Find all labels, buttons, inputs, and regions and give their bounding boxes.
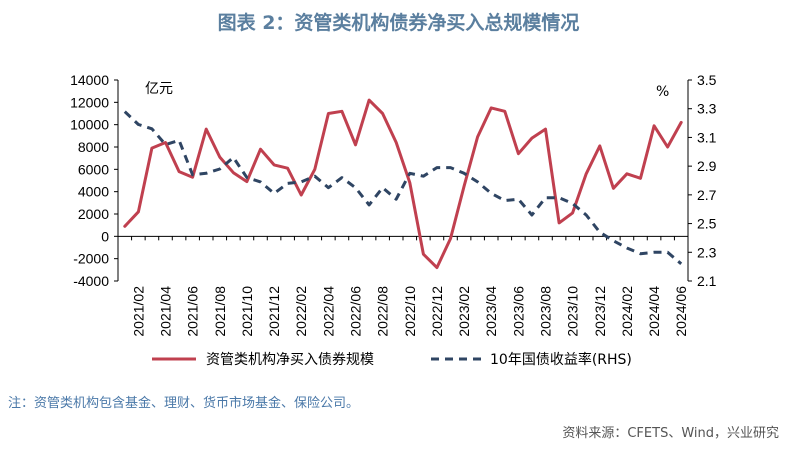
chart-title: 图表 2：资管类机构债券净买入总规模情况: [217, 12, 580, 34]
right-tick-label: 2.1: [697, 273, 717, 289]
right-tick-label: 3.5: [697, 72, 717, 88]
footnote: 注：资管类机构包含基金、理财、货币市场基金、保险公司。: [8, 396, 360, 411]
left-tick-label: 12000: [70, 94, 109, 110]
x-tick-label: 2023/08: [538, 286, 554, 337]
legend-label-yield: 10年国债收益率(RHS): [490, 351, 632, 368]
x-tick-label: 2021/02: [130, 286, 146, 337]
left-tick-label: 14000: [70, 72, 109, 88]
legend-label-net-buy: 资管类机构净买入债券规模: [206, 352, 374, 368]
source-note: 资料来源：CFETS、Wind，兴业研究: [562, 426, 779, 441]
series-line-10y-yield: [123, 110, 683, 265]
right-tick-label: 3.3: [697, 101, 717, 117]
x-tick-label: 2022/12: [429, 286, 445, 337]
left-tick-label: 8000: [78, 139, 109, 155]
x-tick-label: 2021/08: [212, 286, 228, 337]
left-tick-label: 0: [101, 228, 109, 244]
x-tick-label: 2021/10: [239, 286, 255, 337]
right-axis-unit: %: [656, 84, 669, 100]
x-tick-label: 2022/10: [402, 286, 418, 337]
x-tick-label: 2021/06: [185, 286, 201, 337]
x-tick-label: 2024/06: [673, 286, 689, 337]
right-tick-label: 3.1: [697, 129, 717, 145]
x-tick-label: 2024/04: [646, 286, 662, 337]
x-tick-label: 2023/06: [510, 286, 526, 337]
x-tick-label: 2021/04: [158, 286, 174, 337]
left-axis-unit: 亿元: [145, 81, 173, 97]
x-tick-label: 2021/12: [266, 286, 282, 337]
series-line-net-buy: [123, 98, 683, 270]
left-tick-label: 10000: [70, 117, 109, 133]
right-tick-label: 2.3: [697, 244, 717, 260]
left-tick-label: 4000: [78, 184, 109, 200]
legend: 资管类机构净买入债券规模 10年国债收益率(RHS): [152, 351, 632, 368]
x-tick-label: 2023/10: [565, 286, 581, 337]
right-tick-label: 2.9: [697, 158, 717, 174]
x-tick-label: 2022/02: [293, 286, 309, 337]
left-tick-label: 6000: [78, 161, 109, 177]
right-tick-label: 2.7: [697, 187, 717, 203]
x-tick-label: 2022/08: [375, 286, 391, 337]
x-tick-label: 2022/06: [348, 286, 364, 337]
x-tick-label: 2023/02: [456, 286, 472, 337]
x-tick-label: 2023/12: [592, 286, 608, 337]
x-tick-label: 2023/04: [483, 286, 499, 337]
x-tick-label: 2022/04: [320, 286, 336, 337]
right-tick-label: 2.5: [697, 216, 717, 232]
left-tick-label: -2000: [73, 251, 109, 267]
x-tick-label: 2024/02: [619, 286, 635, 337]
left-tick-label: 2000: [78, 206, 109, 222]
left-tick-label: -4000: [73, 273, 109, 289]
